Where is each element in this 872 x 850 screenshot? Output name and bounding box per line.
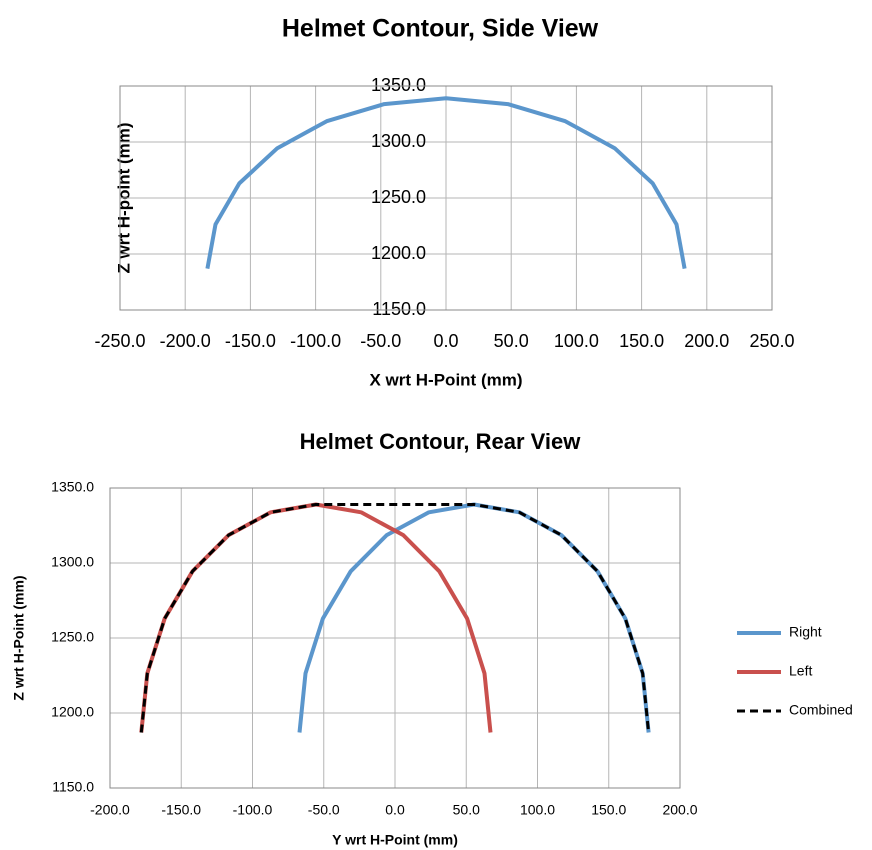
y-tick-label: 1150.0 xyxy=(52,779,94,795)
x-tick-label: -200.0 xyxy=(160,331,211,351)
y-tick-label: 1300.0 xyxy=(51,554,94,570)
x-tick-label: 100.0 xyxy=(554,331,599,351)
legend-label: Combined xyxy=(789,702,853,718)
y-tick-label: 1250.0 xyxy=(51,629,94,645)
x-tick-label: -150.0 xyxy=(225,331,276,351)
y-tick-label: 1150.0 xyxy=(372,299,426,319)
x-tick-label: 50.0 xyxy=(494,331,529,351)
x-tick-label: 250.0 xyxy=(749,331,794,351)
x-tick-label: 200.0 xyxy=(684,331,729,351)
y-tick-label: 1250.0 xyxy=(371,187,426,207)
x-tick-label: -150.0 xyxy=(161,802,201,818)
legend-label: Right xyxy=(789,624,822,640)
x-tick-label: 0.0 xyxy=(385,802,405,818)
x-tick-label: -100.0 xyxy=(233,802,273,818)
y-tick-label: 1200.0 xyxy=(51,704,94,720)
x-tick-label: -100.0 xyxy=(290,331,341,351)
plot-border xyxy=(109,487,681,789)
legend-label: Left xyxy=(789,663,812,679)
x-tick-label: -50.0 xyxy=(360,331,401,351)
y-tick-label: 1200.0 xyxy=(371,243,426,263)
chart-title: Helmet Contour, Rear View xyxy=(300,429,582,454)
x-tick-label: 100.0 xyxy=(520,802,555,818)
y-axis-title: Z wrt H-Point (mm) xyxy=(11,575,27,700)
x-tick-label: 200.0 xyxy=(662,802,697,818)
series-line xyxy=(139,502,493,733)
x-tick-label: -50.0 xyxy=(308,802,340,818)
series-line xyxy=(297,502,651,733)
x-axis-title: X wrt H-Point (mm) xyxy=(370,370,523,389)
x-tick-label: 0.0 xyxy=(433,331,458,351)
x-tick-label: -250.0 xyxy=(94,331,145,351)
series-line xyxy=(205,96,687,269)
x-tick-label: 150.0 xyxy=(619,331,664,351)
x-tick-label: -200.0 xyxy=(90,802,130,818)
series-line xyxy=(139,503,651,733)
y-tick-label: 1350.0 xyxy=(371,75,426,95)
plot-border xyxy=(119,85,773,311)
y-tick-label: 1350.0 xyxy=(51,479,94,495)
x-tick-label: 150.0 xyxy=(591,802,626,818)
x-axis-title: Y wrt H-Point (mm) xyxy=(332,832,458,848)
chart-title: Helmet Contour, Side View xyxy=(282,15,599,43)
x-tick-label: 50.0 xyxy=(453,802,480,818)
y-tick-label: 1300.0 xyxy=(371,131,426,151)
